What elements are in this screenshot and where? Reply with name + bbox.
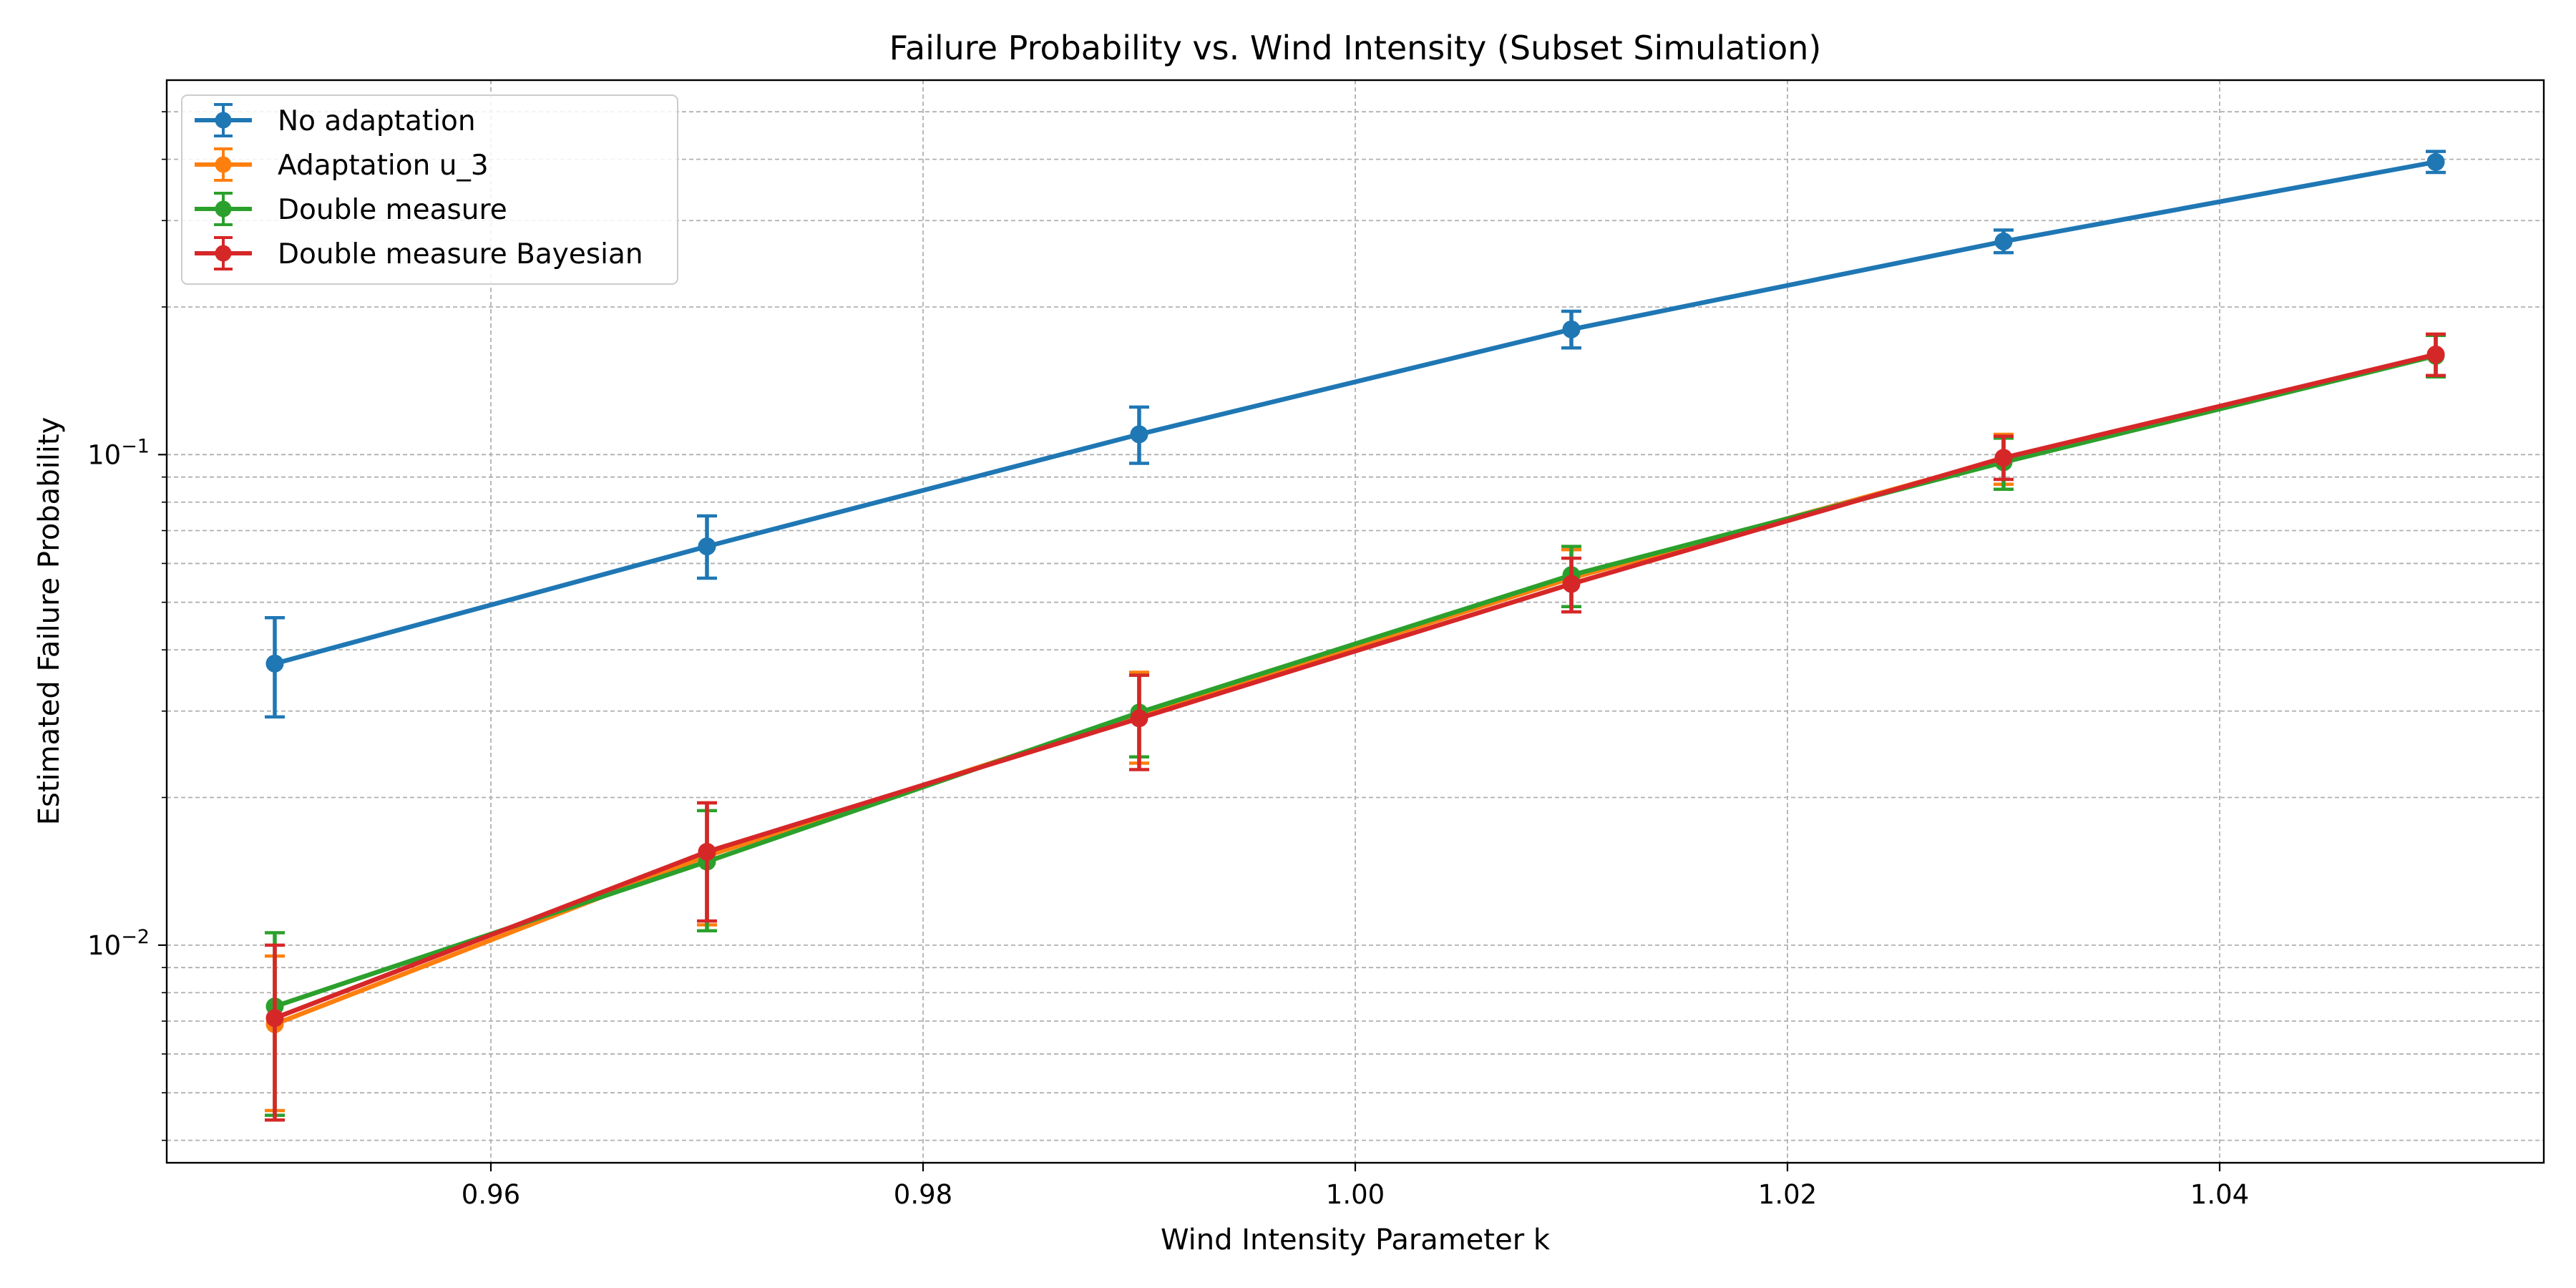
data-point — [2426, 345, 2445, 364]
data-point — [1130, 709, 1148, 728]
grid-lines — [167, 80, 2544, 1163]
legend: No adaptation Adaptation u_3 Double measur… — [181, 94, 678, 285]
legend-label: No adaptation — [278, 105, 476, 137]
axis-ticks: 0.96 0.98 1.00 1.02 1.04 10−2 10−1 — [87, 111, 2249, 1210]
data-point — [698, 537, 716, 556]
x-tick-label: 0.98 — [894, 1179, 952, 1210]
y-axis-label: Estimated Failure Probability — [33, 417, 66, 826]
data-point — [698, 842, 716, 861]
series-double-measure-bayesian — [265, 332, 2446, 1122]
data-point — [1994, 449, 2013, 467]
series-line — [273, 353, 2436, 1009]
data-point — [1130, 425, 1148, 444]
series-line — [274, 160, 2436, 666]
legend-marker — [215, 156, 232, 173]
x-tick-label: 1.00 — [1326, 1179, 1385, 1210]
data-point — [265, 1009, 284, 1028]
y-tick-label: 10−2 — [87, 926, 150, 961]
legend-label: Double measure Bayesian — [278, 238, 643, 270]
data-series — [265, 150, 2446, 1122]
chart-title: Failure Probability vs. Wind Intensity (… — [889, 29, 1822, 67]
series-no-adaptation — [265, 150, 2446, 719]
legend-marker — [215, 112, 232, 129]
legend-label: Adaptation u_3 — [278, 150, 489, 182]
data-point — [2426, 152, 2445, 171]
x-tick-label: 1.04 — [2190, 1179, 2249, 1210]
data-point — [265, 654, 284, 673]
series-line — [273, 352, 2436, 1020]
data-point — [1994, 232, 2013, 250]
legend-marker — [215, 245, 232, 262]
data-point — [1562, 575, 1581, 593]
y-tick-label: 10−1 — [87, 435, 150, 470]
legend-marker — [215, 200, 232, 218]
legend-label: Double measure — [278, 194, 507, 226]
x-tick-label: 1.02 — [1758, 1179, 1817, 1210]
data-point — [1562, 320, 1581, 338]
legend-box — [181, 94, 678, 285]
x-axis-label: Wind Intensity Parameter k — [1161, 1224, 1551, 1257]
x-tick-label: 0.96 — [462, 1179, 520, 1210]
